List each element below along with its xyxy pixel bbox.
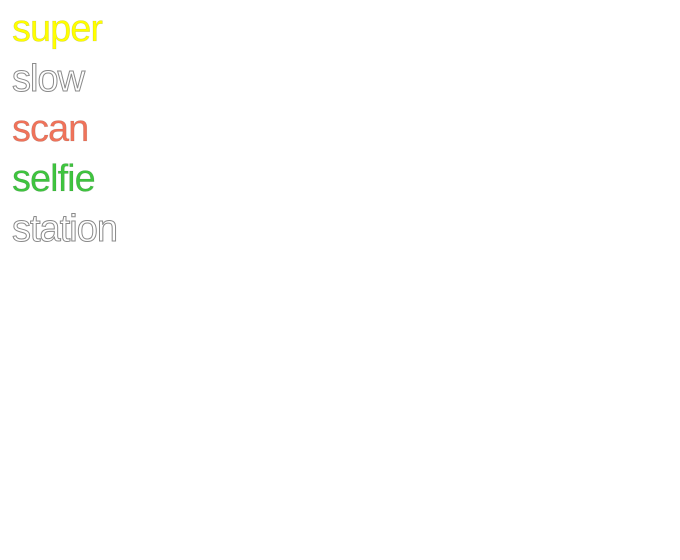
word-selfie: selfie <box>12 158 96 201</box>
word-station: station <box>12 208 119 251</box>
word-scan: scan <box>12 108 90 151</box>
word-super: super <box>12 8 104 51</box>
word-list: super slow scan selfie station <box>12 4 119 254</box>
word-slow: slow <box>12 58 86 101</box>
